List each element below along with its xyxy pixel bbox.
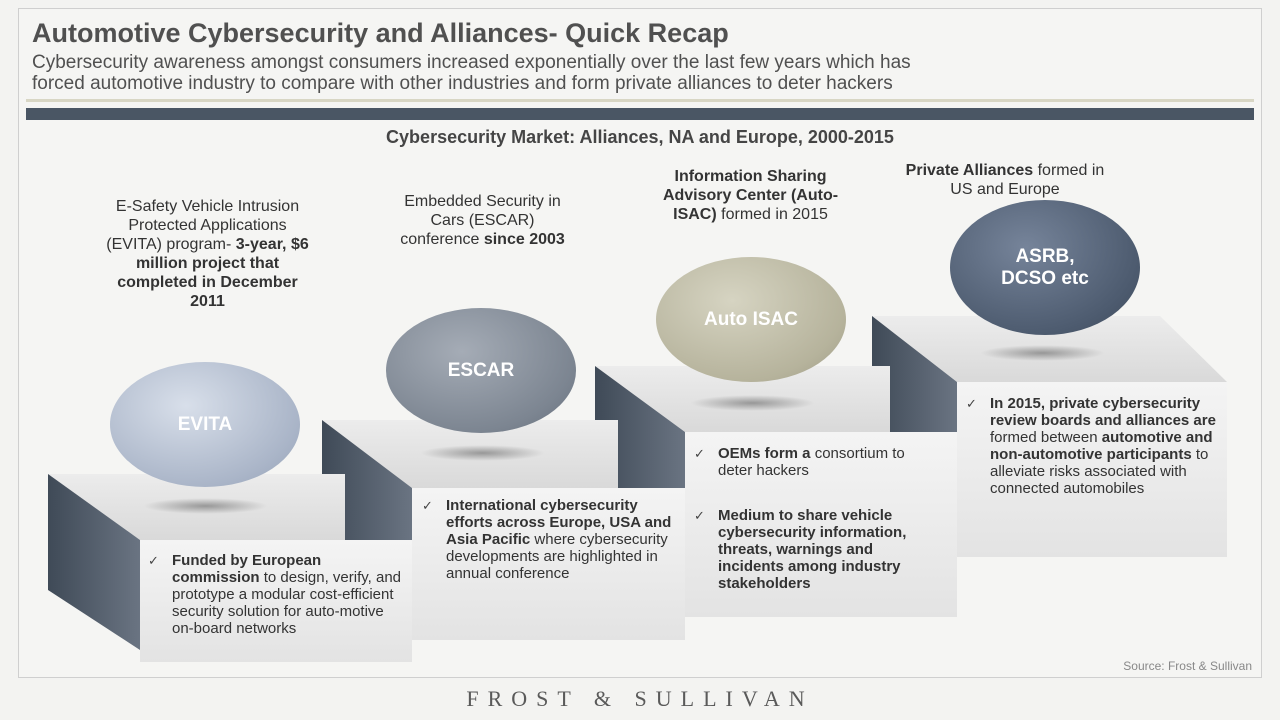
section-title: Cybersecurity Market: Alliances, NA and … [386,127,894,147]
step2-front [412,488,685,640]
auto-isac-desc-bold: formed in 2015 [721,206,828,223]
auto-isac-bullet-2-bold: Medium to share vehicle cybersecurity in… [718,507,907,592]
private-alliances-desc-bold: Private Alliances [905,162,1034,179]
evita-bullet-bold: Funded by European commission [172,552,322,586]
auto-isac-label: Auto ISAC [704,308,798,330]
asrb-label: ASRB, DCSO etc [1001,245,1089,289]
subtitle-line-1: Cybersecurity awareness amongst consumer… [32,52,911,73]
escar-desc-bold: since 2003 [483,231,565,248]
checkmark-icon: ✓ [422,498,433,513]
step2-side [322,420,412,540]
escar-description: Embedded Security in Cars (ESCAR) confer… [395,192,570,249]
slide-title: Automotive Cybersecurity and Alliances- … [32,18,729,48]
ball-shadow [980,345,1105,361]
evita-bullet-normal: to design, verify, and prototype a modul… [172,569,402,637]
auto-isac-ball: Auto ISAC [656,257,846,382]
escar-label: ESCAR [447,359,515,381]
escar-bullet-bold: International cybersecurity efforts acro… [446,497,672,548]
step4-front [957,382,1227,557]
source-note: Source: Frost & Sullivan [1123,659,1252,673]
checkmark-icon: ✓ [694,508,705,523]
step1-side [48,474,140,650]
private-alliances-bullet-bold: In 2015, private cybersecurity review bo… [990,395,1216,429]
checkmark-icon: ✓ [966,396,977,411]
escar-ball: ESCAR [386,308,576,433]
private-alliances-bullet-bold2: automotive and non-automotive participan… [990,429,1213,463]
asrb-ball: ASRB, DCSO etc [950,200,1140,335]
evita-label: EVITA [177,413,233,435]
private-alliances-bullet-normal: to alleviate risks associated with conne… [990,446,1209,497]
auto-isac-description: Information Sharing Advisory Center (Aut… [643,167,858,224]
auto-isac-bullet-1-normal: consortium to deter hackers [718,445,905,479]
evita-description: E-Safety Vehicle Intrusion Protected App… [100,197,315,311]
private-alliances-bullet-mid: formed between [990,429,1098,446]
private-alliances-description: Private Alliances formed in US and Europ… [905,161,1105,199]
brand-logo: FROST & SULLIVAN [466,686,814,711]
step4-side [872,316,957,432]
escar-desc-normal: Embedded Security in Cars (ESCAR) confer… [400,193,561,248]
escar-bullet-normal: where cybersecurity developments are hig… [446,531,668,582]
subtitle-line-2: forced automotive industry to compare wi… [32,73,893,94]
auto-isac-bullet-1-bold: OEMs form a [718,445,811,462]
evita-desc-bold: 3-year, $6 million project that complete… [117,236,309,310]
step1-front [140,540,412,662]
ball-shadow [420,445,545,461]
step3-side [595,366,685,488]
ball-shadow [690,395,815,411]
step3-front [685,432,957,617]
ball-shadow [143,498,268,514]
divider-thick [26,108,1254,120]
checkmark-icon: ✓ [694,446,705,461]
private-alliances-desc-normal: formed in US and Europe [950,162,1105,198]
evita-desc-normal: E-Safety Vehicle Intrusion Protected App… [106,198,300,253]
slide-subtitle: Cybersecurity awareness amongst consumer… [32,52,911,94]
auto-isac-desc-normal: Information Sharing Advisory Center (Aut… [662,168,839,223]
divider-thin [26,99,1254,102]
evita-ball: EVITA [110,362,300,487]
checkmark-icon: ✓ [148,553,159,568]
